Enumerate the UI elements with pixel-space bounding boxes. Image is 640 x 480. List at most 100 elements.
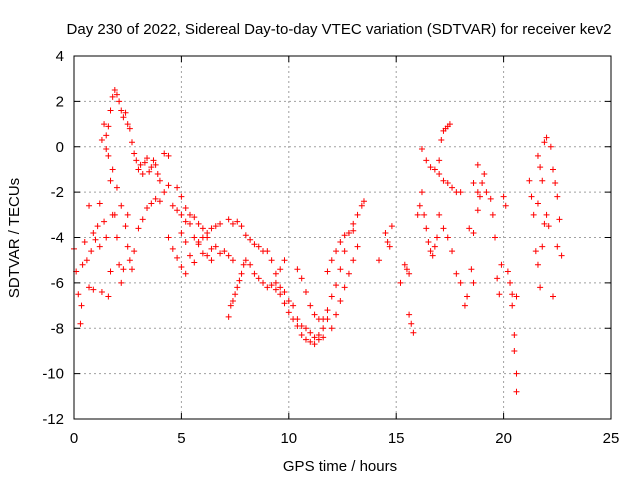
data-point	[182, 239, 189, 246]
data-point	[107, 107, 114, 114]
data-point	[186, 252, 193, 259]
y-tick-label: -2	[51, 184, 64, 201]
data-point	[382, 229, 389, 236]
data-point	[178, 263, 185, 270]
data-point	[277, 266, 284, 273]
data-point	[238, 270, 245, 277]
data-point	[470, 180, 477, 187]
data-point	[111, 87, 118, 94]
data-point	[208, 225, 215, 232]
data-point	[492, 234, 499, 241]
data-point	[178, 193, 185, 200]
data-point	[552, 180, 559, 187]
data-point	[238, 223, 245, 230]
y-tick-label: -4	[51, 230, 64, 247]
data-point	[277, 284, 284, 291]
axis-ticks: 0 5 10 15 20 25 -12 -10 -8 -6 -4 -2 0 2 4	[42, 48, 619, 447]
data-point	[225, 252, 232, 259]
data-point	[212, 223, 219, 230]
data-point	[264, 284, 271, 291]
data-point	[423, 157, 430, 164]
y-tick-label: -10	[42, 366, 64, 383]
data-point	[79, 261, 86, 268]
data-point	[479, 180, 486, 187]
data-point	[264, 248, 271, 255]
data-point	[139, 170, 146, 177]
data-point	[113, 91, 120, 98]
data-point	[272, 279, 279, 286]
data-point	[116, 98, 123, 105]
data-point	[96, 243, 103, 250]
data-point	[509, 302, 516, 309]
data-point	[124, 121, 131, 128]
y-tick-label: -6	[51, 275, 64, 292]
data-point	[464, 293, 471, 300]
data-point	[148, 200, 155, 207]
x-axis-label: GPS time / hours	[283, 458, 397, 475]
data-point	[489, 211, 496, 218]
data-point	[320, 316, 327, 323]
data-point	[431, 243, 438, 250]
data-point	[96, 200, 103, 207]
data-point	[487, 195, 494, 202]
data-point	[165, 152, 172, 159]
data-point	[120, 114, 127, 121]
data-point	[307, 338, 314, 345]
y-tick-label: -8	[51, 320, 64, 337]
data-point	[88, 248, 95, 255]
data-point	[174, 254, 181, 261]
data-point	[534, 152, 541, 159]
data-point	[81, 239, 88, 246]
data-point	[539, 177, 546, 184]
data-point	[298, 275, 305, 282]
data-point	[161, 150, 168, 157]
data-point	[92, 236, 99, 243]
data-point	[152, 161, 159, 168]
data-point	[341, 284, 348, 291]
data-point	[436, 211, 443, 218]
data-point	[537, 164, 544, 171]
data-point	[174, 207, 181, 214]
data-point	[139, 216, 146, 223]
data-point	[541, 220, 548, 227]
data-point	[242, 257, 249, 264]
data-point	[169, 245, 176, 252]
plot-frame	[73, 55, 612, 420]
data-point	[78, 302, 85, 309]
data-point	[204, 252, 211, 259]
x-tick-label: 0	[70, 430, 78, 447]
data-point	[526, 177, 533, 184]
data-point	[350, 220, 357, 227]
data-point	[135, 166, 142, 173]
data-point	[101, 121, 108, 128]
data-point	[186, 211, 193, 218]
data-point	[474, 207, 481, 214]
data-point	[122, 109, 129, 116]
data-point	[148, 164, 155, 171]
data-point	[302, 325, 309, 332]
data-point	[272, 270, 279, 277]
data-point	[118, 107, 125, 114]
data-point	[550, 293, 557, 300]
data-point	[103, 132, 110, 139]
y-tick-label: -12	[42, 411, 64, 428]
data-point	[401, 261, 408, 268]
data-point	[337, 298, 344, 305]
data-point	[156, 177, 163, 184]
data-point	[324, 307, 331, 314]
data-point	[236, 277, 243, 284]
data-point	[260, 279, 267, 286]
data-point	[345, 270, 352, 277]
data-point	[86, 202, 93, 209]
data-point	[324, 268, 331, 275]
data-point	[358, 202, 365, 209]
data-point	[481, 170, 488, 177]
data-point	[444, 234, 451, 241]
data-point	[446, 121, 453, 128]
data-point	[111, 211, 118, 218]
data-point	[150, 157, 157, 164]
data-point	[354, 211, 361, 218]
data-point	[315, 336, 322, 343]
y-tick-label: 4	[56, 48, 64, 65]
data-point	[105, 123, 112, 130]
